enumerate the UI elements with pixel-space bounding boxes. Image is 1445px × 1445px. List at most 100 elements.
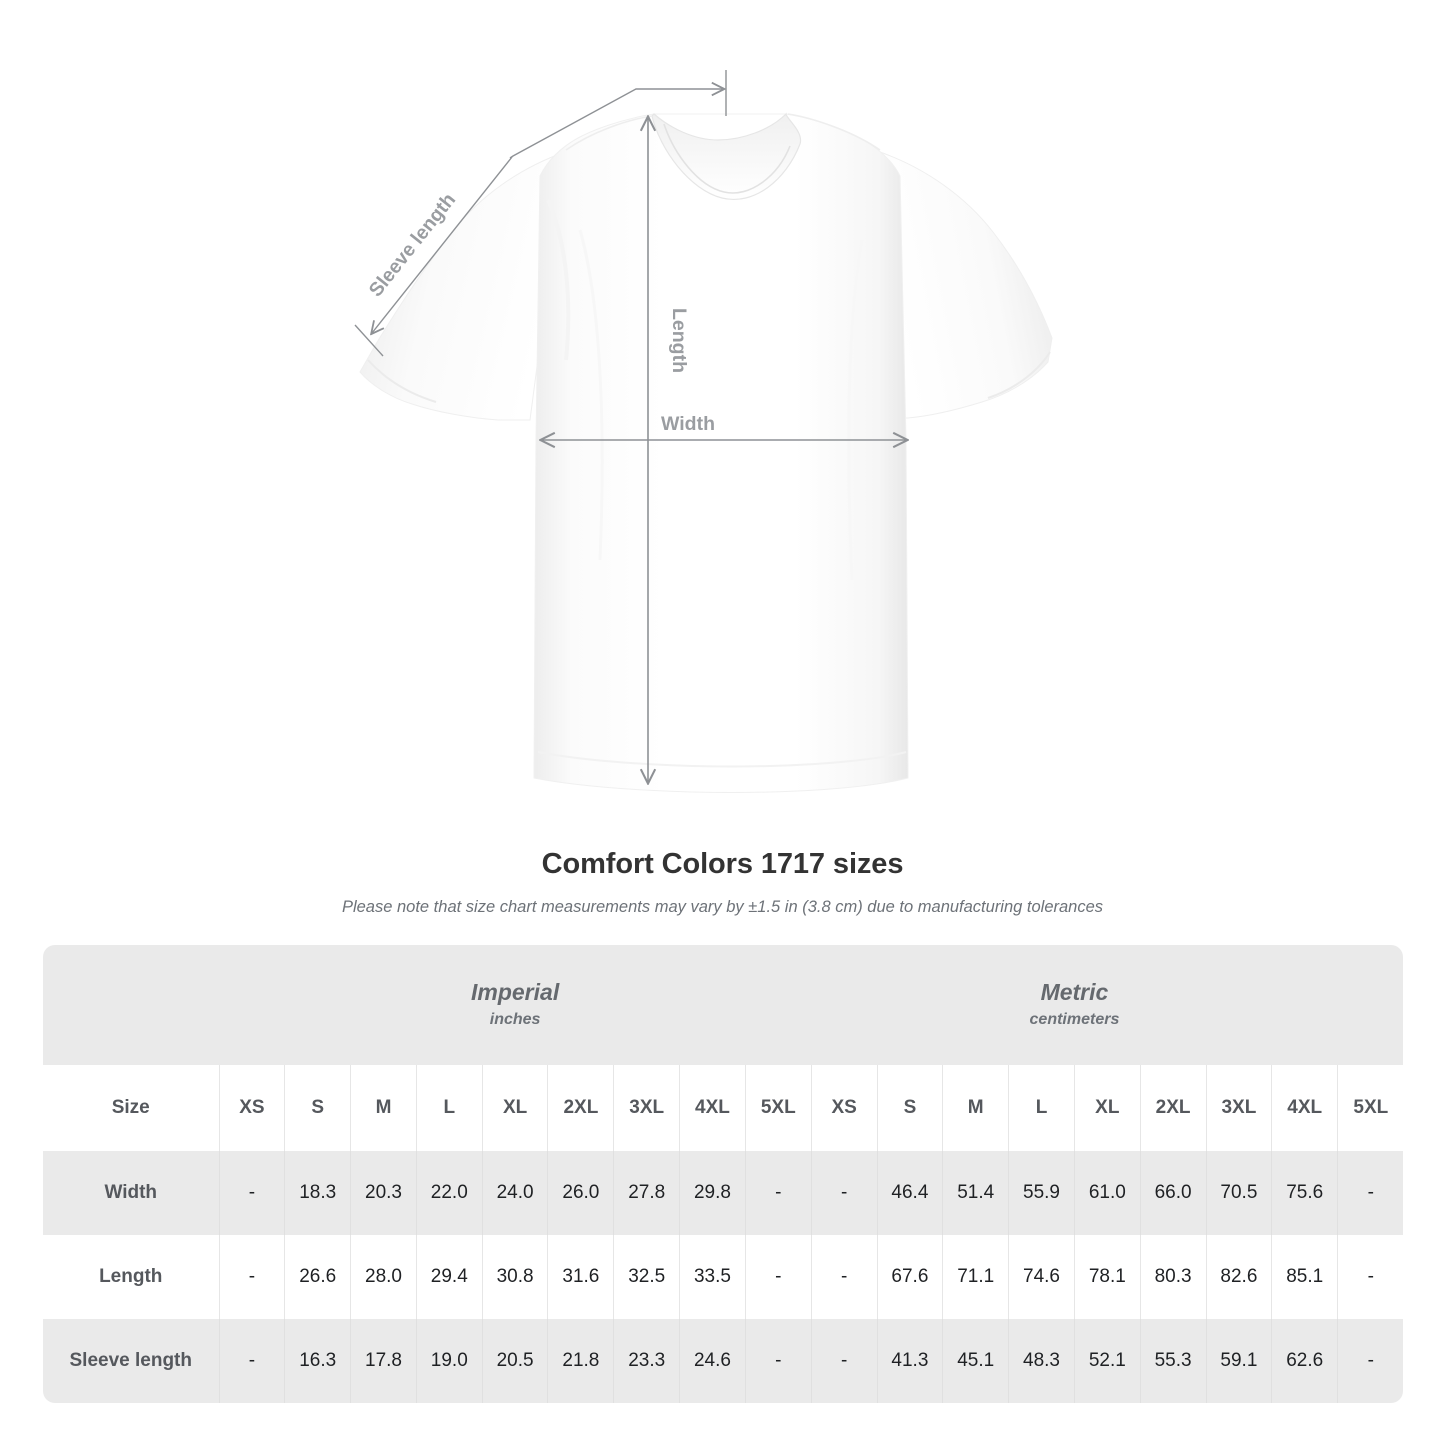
size-header-metric-m: M xyxy=(942,1065,1009,1151)
size-header-metric-2xl: 2XL xyxy=(1139,1065,1206,1151)
unit-sub-metric: centimeters xyxy=(1029,1011,1120,1029)
size-header-metric-xl: XL xyxy=(1073,1065,1141,1151)
size-header-imperial-m: M xyxy=(350,1065,417,1151)
collar-inner-edge xyxy=(663,123,791,194)
cell-sleeve-imperial-4xl: 24.6 xyxy=(679,1319,746,1403)
size-header-row: Size XS S M L XL 2XL 3XL 4XL 5XL XS S M … xyxy=(43,1065,1404,1151)
cell-width-imperial-3xl: 27.8 xyxy=(613,1151,680,1235)
cell-sleeve-imperial-5xl: - xyxy=(744,1319,812,1403)
cell-sleeve-imperial-xs: - xyxy=(218,1319,285,1403)
cell-length-imperial-5xl: - xyxy=(744,1235,812,1319)
cell-width-metric-s: 46.4 xyxy=(876,1151,943,1235)
unit-name-imperial: Imperial xyxy=(471,979,560,1006)
right-sleeve xyxy=(879,151,1053,419)
size-table: Imperial inches Metric centimeters Size … xyxy=(43,945,1404,1403)
page-subtitle: Please note that size chart measurements… xyxy=(341,898,1104,916)
cell-width-metric-xl: 61.0 xyxy=(1073,1151,1141,1235)
size-header-imperial-5xl: 5XL xyxy=(744,1065,812,1151)
cell-sleeve-imperial-m: 17.8 xyxy=(350,1319,417,1403)
cell-sleeve-metric-4xl: 62.6 xyxy=(1271,1319,1338,1403)
cell-width-metric-3xl: 70.5 xyxy=(1205,1151,1272,1235)
size-header-metric-l: L xyxy=(1008,1065,1075,1151)
cell-length-imperial-xl: 30.8 xyxy=(481,1235,548,1319)
cell-length-imperial-l: 29.4 xyxy=(415,1235,483,1319)
collar xyxy=(651,112,802,200)
sleeve-length-end-tick xyxy=(354,324,384,357)
cell-width-imperial-5xl: - xyxy=(744,1151,812,1235)
table-row: Length - 26.6 28.0 29.4 30.8 31.6 32.5 3… xyxy=(43,1235,1404,1319)
right-shoulder-seam xyxy=(787,113,881,151)
size-header-label: Size xyxy=(43,1065,219,1151)
size-header-imperial-l: L xyxy=(415,1065,483,1151)
tshirt-measurement-diagram: Width Length Sleeve length xyxy=(354,70,1053,793)
cell-sleeve-imperial-xl: 20.5 xyxy=(481,1319,548,1403)
size-header-metric-3xl: 3XL xyxy=(1205,1065,1272,1151)
left-sleeve-hem xyxy=(367,359,437,403)
unit-name-metric: Metric xyxy=(1040,979,1109,1006)
table-row: Sleeve length - 16.3 17.8 19.0 20.5 21.8… xyxy=(43,1319,1404,1403)
cell-width-metric-xs: - xyxy=(810,1151,878,1235)
cell-length-metric-s: 67.6 xyxy=(876,1235,943,1319)
unit-header-metric: Metric centimeters xyxy=(811,945,1338,1065)
row-label-sleeve-length: Sleeve length xyxy=(43,1319,219,1403)
cell-width-metric-m: 51.4 xyxy=(942,1151,1009,1235)
cell-sleeve-metric-xs: - xyxy=(810,1319,878,1403)
unit-system-header-row: Imperial inches Metric centimeters xyxy=(43,945,1404,1065)
cell-length-imperial-4xl: 33.5 xyxy=(679,1235,746,1319)
cell-length-imperial-m: 28.0 xyxy=(350,1235,417,1319)
cell-width-imperial-4xl: 29.8 xyxy=(679,1151,746,1235)
size-header-imperial-3xl: 3XL xyxy=(613,1065,680,1151)
size-table-container: Imperial inches Metric centimeters Size … xyxy=(43,945,1404,1403)
sleeve-length-dimension-arrow xyxy=(372,156,513,333)
row-label-length: Length xyxy=(43,1235,219,1319)
cell-length-metric-xs: - xyxy=(810,1235,878,1319)
cell-width-metric-5xl: - xyxy=(1337,1151,1404,1235)
cell-sleeve-metric-3xl: 59.1 xyxy=(1205,1319,1272,1403)
bottom-hem xyxy=(537,751,907,768)
cell-width-imperial-l: 22.0 xyxy=(415,1151,483,1235)
cell-width-imperial-s: 18.3 xyxy=(284,1151,351,1235)
size-header-imperial-2xl: 2XL xyxy=(547,1065,614,1151)
cell-width-imperial-xs: - xyxy=(218,1151,285,1235)
fabric-fold-right xyxy=(847,239,864,581)
cell-sleeve-metric-s: 41.3 xyxy=(876,1319,943,1403)
cell-length-imperial-3xl: 32.5 xyxy=(613,1235,680,1319)
cell-sleeve-imperial-3xl: 23.3 xyxy=(613,1319,680,1403)
cell-sleeve-metric-2xl: 55.3 xyxy=(1139,1319,1206,1403)
cell-length-metric-5xl: - xyxy=(1337,1235,1404,1319)
cell-length-imperial-xs: - xyxy=(218,1235,285,1319)
size-header-imperial-4xl: 4XL xyxy=(679,1065,746,1151)
cell-width-metric-2xl: 66.0 xyxy=(1139,1151,1206,1235)
cell-width-imperial-2xl: 26.0 xyxy=(547,1151,614,1235)
cell-length-metric-xl: 78.1 xyxy=(1073,1235,1141,1319)
size-header-metric-5xl: 5XL xyxy=(1337,1065,1404,1151)
cell-width-metric-4xl: 75.6 xyxy=(1271,1151,1338,1235)
unit-header-metric-end xyxy=(1337,945,1404,1065)
fabric-fold-armhole-left xyxy=(546,199,571,361)
table-row: Width - 18.3 20.3 22.0 24.0 26.0 27.8 29… xyxy=(43,1151,1404,1235)
size-header-metric-s: S xyxy=(876,1065,943,1151)
size-header-imperial-xs: XS xyxy=(218,1065,285,1151)
cell-length-metric-l: 74.6 xyxy=(1008,1235,1075,1319)
cell-sleeve-imperial-s: 16.3 xyxy=(284,1319,351,1403)
cell-length-imperial-s: 26.6 xyxy=(284,1235,351,1319)
unit-header-imperial: Imperial inches xyxy=(219,945,812,1065)
size-header-imperial-xl: XL xyxy=(481,1065,548,1151)
size-header-metric-xs: XS xyxy=(810,1065,878,1151)
row-label-width: Width xyxy=(43,1151,219,1235)
width-label: Width xyxy=(661,413,715,435)
cell-sleeve-metric-xl: 52.1 xyxy=(1073,1319,1141,1403)
unit-header-spacer xyxy=(43,945,219,1065)
page-title: Comfort Colors 1717 sizes xyxy=(541,848,904,880)
cell-length-metric-3xl: 82.6 xyxy=(1205,1235,1272,1319)
cell-sleeve-metric-5xl: - xyxy=(1337,1319,1404,1403)
cell-length-metric-2xl: 80.3 xyxy=(1139,1235,1206,1319)
cell-sleeve-imperial-l: 19.0 xyxy=(415,1319,483,1403)
cell-sleeve-metric-m: 45.1 xyxy=(942,1319,1009,1403)
fabric-fold-left xyxy=(578,229,604,561)
tshirt-illustration xyxy=(359,112,1053,793)
cell-sleeve-imperial-2xl: 21.8 xyxy=(547,1319,614,1403)
right-sleeve-hem xyxy=(987,351,1051,399)
length-label: Length xyxy=(668,308,690,373)
